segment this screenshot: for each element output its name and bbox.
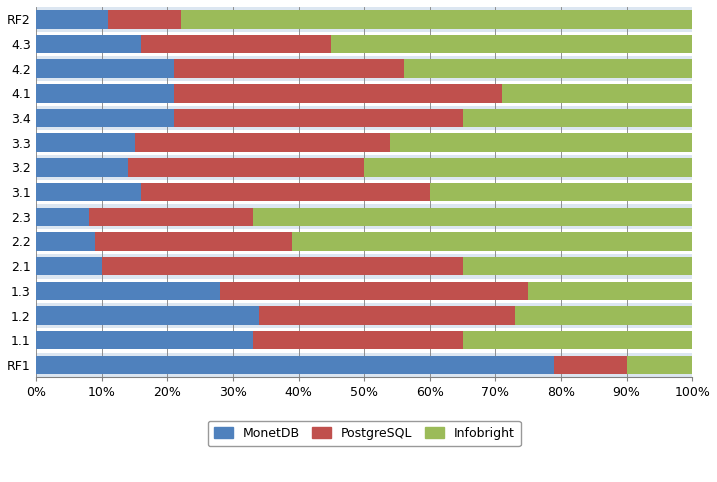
Bar [292,232,692,251]
Bar [37,7,692,32]
Bar [220,281,528,300]
Bar [37,229,692,254]
Bar [37,158,128,177]
Bar [102,257,462,275]
Bar [37,84,174,103]
Bar [627,356,692,374]
Bar [174,59,404,78]
Bar [391,134,692,152]
Bar [37,106,692,131]
Bar [37,180,692,204]
Bar [554,356,627,374]
Bar [37,59,174,78]
Bar [37,303,692,328]
Bar [252,208,692,226]
Bar [174,109,462,127]
Bar [502,84,692,103]
Bar [95,232,292,251]
Bar [260,306,515,325]
Bar [37,109,174,127]
Bar [462,331,692,349]
Bar [37,134,135,152]
Bar [462,257,692,275]
Bar [429,183,692,201]
Bar [37,232,95,251]
Bar [37,328,692,353]
Legend: MonetDB, PostgreSQL, Infobright: MonetDB, PostgreSQL, Infobright [207,421,521,446]
Bar [528,281,692,300]
Bar [174,84,502,103]
Bar [37,131,692,155]
Bar [37,183,141,201]
Bar [404,59,692,78]
Bar [141,35,331,53]
Bar [128,158,364,177]
Bar [37,257,102,275]
Bar [89,208,252,226]
Bar [37,56,692,81]
Bar [364,158,692,177]
Bar [141,183,429,201]
Bar [37,306,260,325]
Bar [37,281,220,300]
Bar [331,35,692,53]
Bar [37,208,89,226]
Bar [181,10,692,28]
Bar [37,356,554,374]
Bar [252,331,462,349]
Bar [37,155,692,180]
Bar [37,331,252,349]
Bar [37,35,141,53]
Bar [515,306,692,325]
Bar [37,254,692,279]
Bar [37,353,692,377]
Bar [37,204,692,229]
Bar [37,10,108,28]
Bar [135,134,391,152]
Bar [37,32,692,56]
Bar [37,279,692,303]
Bar [462,109,692,127]
Bar [37,81,692,106]
Bar [108,10,181,28]
